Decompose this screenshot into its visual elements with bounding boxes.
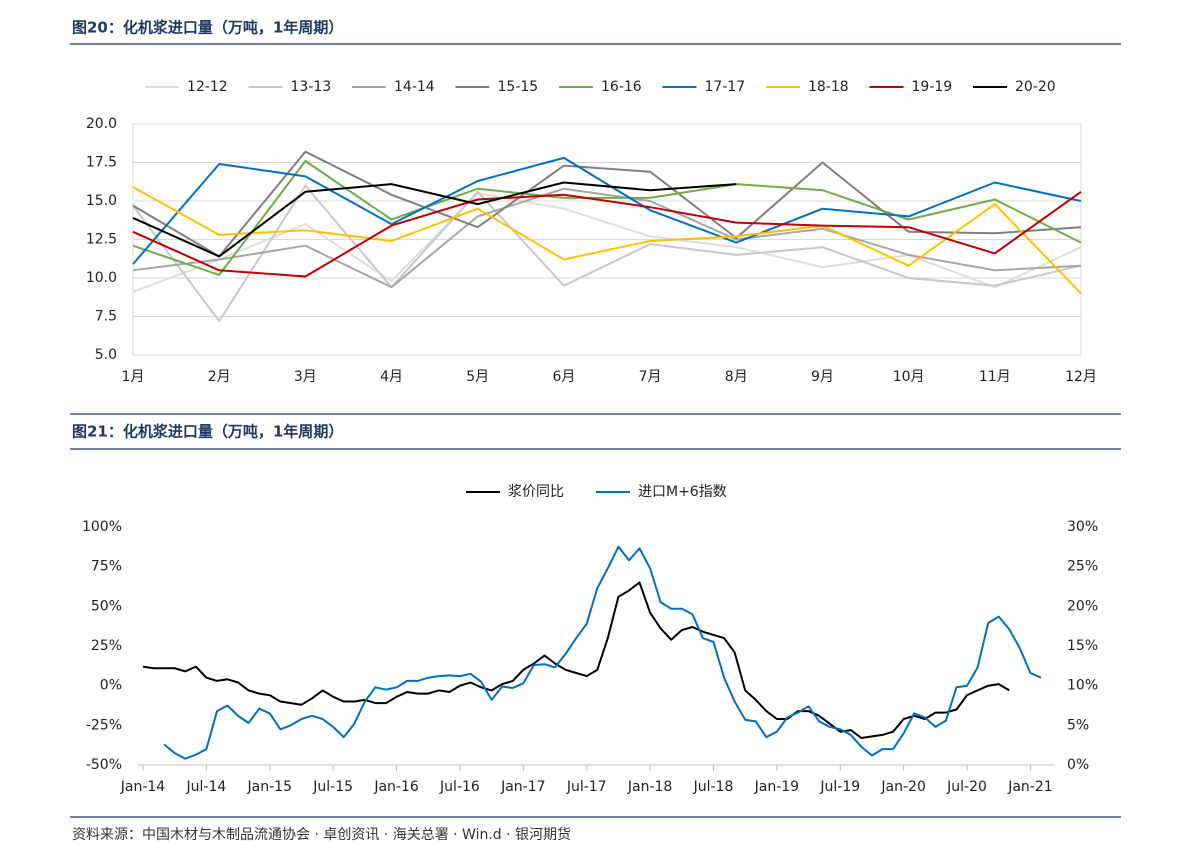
series-line	[132, 192, 1082, 293]
x-tick-label: Jan-16	[373, 779, 419, 795]
series-line	[132, 187, 1082, 289]
x-tick-label: Jan-18	[627, 779, 672, 795]
series-line	[132, 160, 1082, 276]
x-tick-label: Jul-20	[946, 779, 987, 795]
legend-label: 15-15	[498, 79, 539, 95]
x-tick-label: Jan-15	[247, 779, 292, 795]
source-note: 资料来源：中国木材与木制品流通协会 · 卓创资讯 · 海关总署 · Win.d …	[72, 826, 571, 843]
y2-tick-label: 10%	[1067, 678, 1098, 694]
y2-tick-label: 5%	[1067, 717, 1089, 733]
y2-tick-label: 0%	[1067, 757, 1089, 773]
y2-tick-label: 20%	[1067, 598, 1098, 614]
series-line	[132, 190, 1082, 278]
x-tick-label: Jul-14	[186, 779, 227, 795]
legend-label: 12-12	[187, 79, 228, 95]
x-tick-label: 11月	[979, 369, 1011, 385]
legend-label: 浆价同比	[508, 484, 564, 500]
series-line	[132, 156, 1082, 265]
x-tick-label: Jul-19	[819, 779, 860, 795]
series-line	[163, 545, 1042, 760]
x-tick-label: 2月	[208, 369, 231, 385]
chart-title: 图20：化机浆进口量（万吨，1年周期）	[72, 19, 343, 37]
y-tick-label: -50%	[86, 757, 122, 773]
legend-label: 16-16	[601, 79, 642, 95]
x-tick-label: 5月	[466, 369, 489, 385]
x-tick-label: 3月	[294, 369, 317, 385]
y-tick-label: 5.0	[95, 347, 117, 363]
legend-label: 14-14	[394, 79, 435, 95]
x-tick-label: 9月	[811, 369, 834, 385]
x-tick-label: Jul-17	[566, 779, 607, 795]
series-line	[132, 181, 737, 258]
legend-label: 20-20	[1015, 79, 1056, 95]
x-tick-label: Jan-20	[880, 779, 925, 795]
y2-tick-label: 15%	[1067, 638, 1098, 654]
legend-label: 18-18	[808, 79, 849, 95]
x-tick-label: Jan-19	[754, 779, 799, 795]
x-tick-label: 8月	[725, 369, 748, 385]
legend-label: 19-19	[912, 79, 953, 95]
legend-label: 17-17	[705, 79, 746, 95]
x-tick-label: Jul-18	[693, 779, 734, 795]
x-tick-label: Jul-15	[312, 779, 353, 795]
x-tick-label: Jul-16	[439, 779, 480, 795]
y-tick-label: 15.0	[86, 193, 117, 209]
y-tick-label: 100%	[82, 519, 122, 535]
x-tick-label: 10月	[893, 369, 925, 385]
y2-tick-label: 30%	[1067, 519, 1098, 535]
x-tick-label: Jan-14	[120, 779, 166, 795]
y-tick-label: 10.0	[86, 270, 117, 286]
y-tick-label: -25%	[86, 717, 122, 733]
y-tick-label: 7.5	[95, 309, 117, 325]
y-tick-label: 50%	[91, 598, 122, 614]
x-tick-label: Jan-21	[1007, 779, 1052, 795]
y-tick-label: 0%	[100, 678, 122, 694]
y-tick-label: 75%	[91, 559, 122, 575]
x-tick-label: 7月	[639, 369, 662, 385]
series-line	[132, 186, 1082, 295]
x-tick-label: 6月	[552, 369, 575, 385]
y-tick-label: 20.0	[86, 116, 117, 132]
y-tick-label: 17.5	[86, 155, 117, 171]
x-tick-label: 1月	[122, 369, 145, 385]
series-line	[132, 184, 1082, 323]
x-tick-label: 4月	[380, 369, 403, 385]
y-tick-label: 25%	[91, 638, 122, 654]
x-tick-label: 12月	[1065, 369, 1097, 385]
chart-title: 图21：化机浆进口量（万吨，1年周期）	[72, 423, 343, 441]
y-tick-label: 12.5	[86, 232, 117, 248]
x-tick-label: Jan-17	[500, 779, 545, 795]
series-line	[142, 581, 1010, 739]
legend-label: 进口M+6指数	[638, 484, 727, 500]
y2-tick-label: 25%	[1067, 559, 1098, 575]
legend-label: 13-13	[291, 79, 332, 95]
